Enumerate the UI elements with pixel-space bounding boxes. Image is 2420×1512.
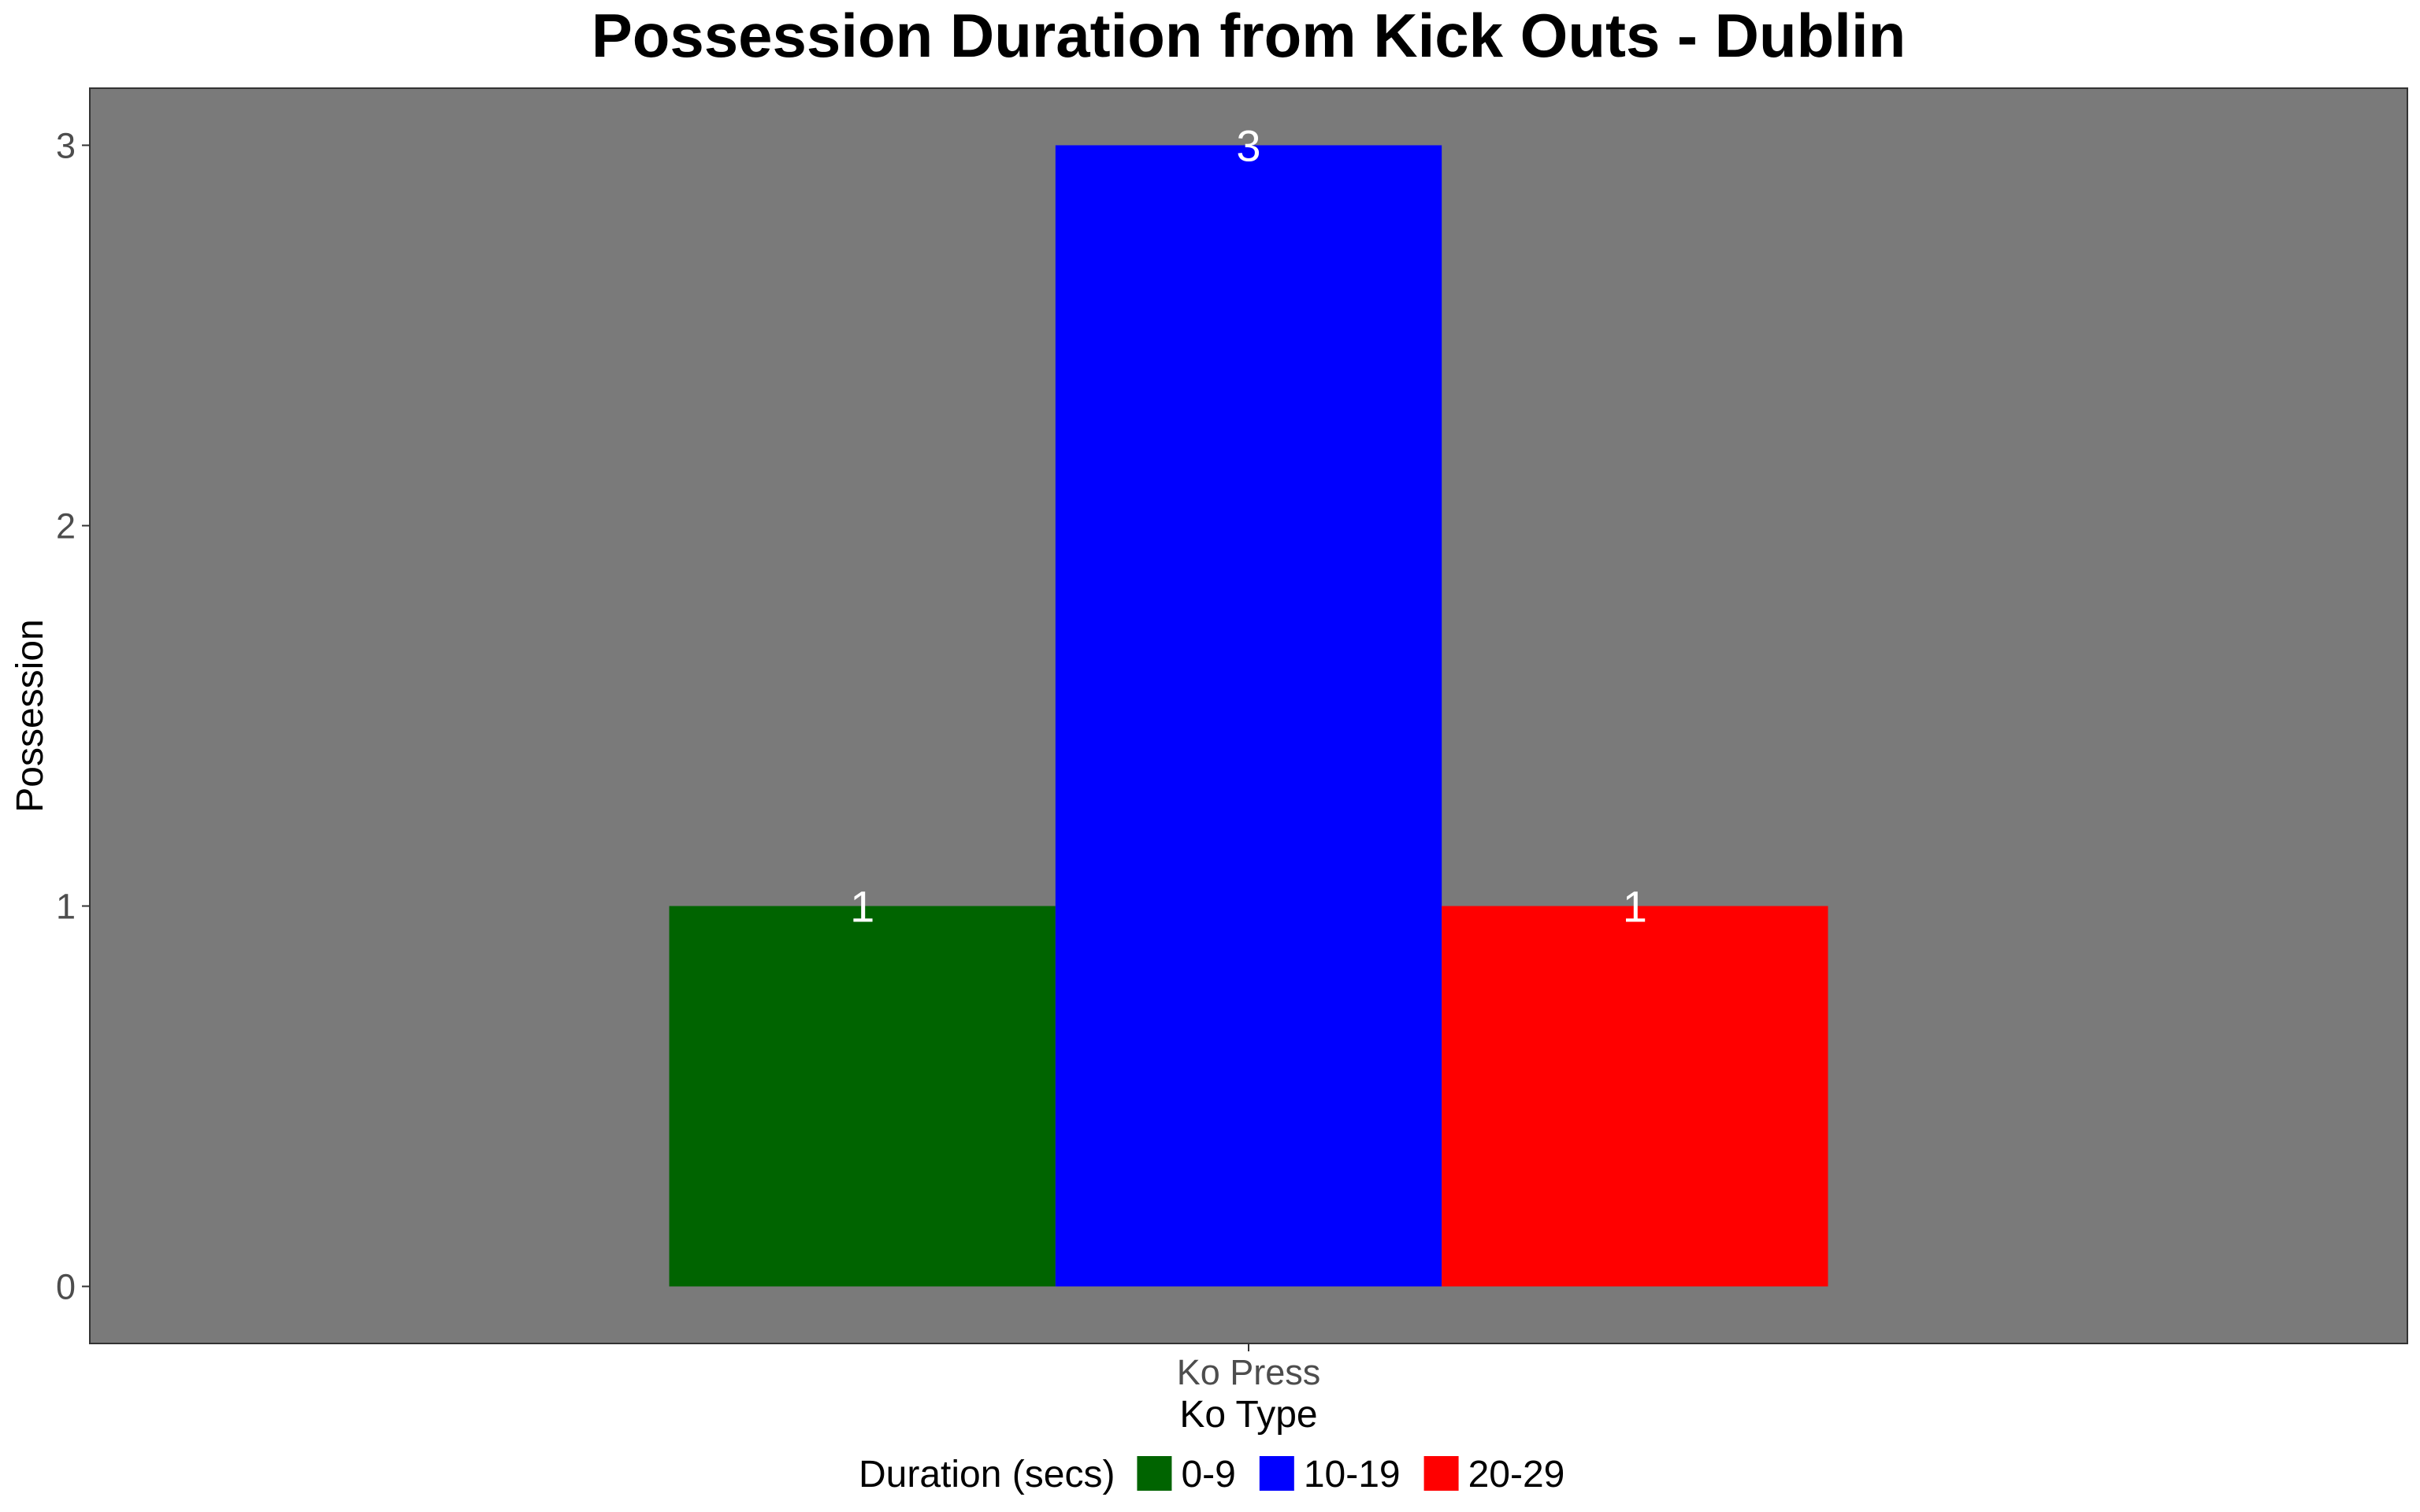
bar-20-29 — [1442, 906, 1828, 1287]
legend-label-0-9: 0-9 — [1181, 1454, 1235, 1495]
legend-label-20-29: 20-29 — [1468, 1454, 1565, 1495]
legend: Duration (secs) 0-9 10-19 20-29 — [859, 1454, 1564, 1495]
legend-key-20-29 — [1423, 1456, 1459, 1491]
legend-title: Duration (secs) — [859, 1454, 1115, 1495]
x-tick-label: Ko Press — [1177, 1352, 1321, 1392]
legend-key-0-9 — [1137, 1456, 1172, 1491]
data-label-0-9: 1 — [850, 882, 874, 932]
x-axis: Ko Press — [1177, 1343, 1321, 1392]
legend-label-10-19: 10-19 — [1304, 1454, 1401, 1495]
y-tick-label: 0 — [56, 1267, 76, 1307]
data-labels-group: 1 3 1 — [850, 120, 1647, 931]
x-axis-title: Ko Type — [1179, 1394, 1317, 1436]
legend-key-10-19 — [1259, 1456, 1294, 1491]
bar-0-9 — [669, 906, 1056, 1287]
data-label-10-19: 3 — [1236, 120, 1260, 170]
chart-title: Possession Duration from Kick Outs - Dub… — [592, 1, 1906, 70]
y-axis: 0 1 2 3 — [56, 125, 90, 1307]
data-label-20-29: 1 — [1623, 882, 1647, 932]
bar-10-19 — [1055, 145, 1442, 1287]
bars-group — [669, 145, 1828, 1287]
y-tick-label: 1 — [56, 887, 76, 927]
y-tick-label: 3 — [56, 125, 76, 165]
y-tick-label: 2 — [56, 506, 76, 546]
y-axis-title: Possession — [9, 619, 51, 812]
